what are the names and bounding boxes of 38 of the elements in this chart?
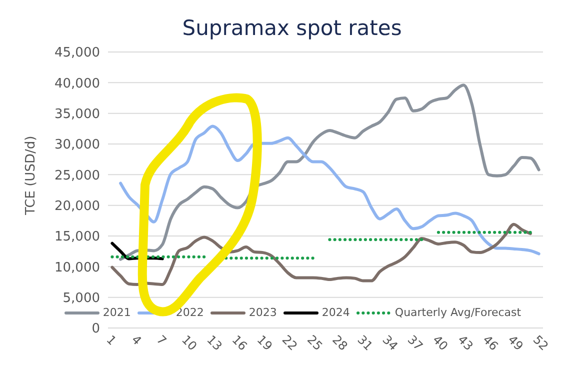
chart-title: Supramax spot rates (181, 16, 403, 40)
x-tick-label: 19 (254, 332, 276, 354)
x-tick-label: 34 (380, 332, 401, 354)
x-tick-label: 4 (128, 332, 144, 348)
y-tick-label: 25,000 (54, 168, 100, 184)
legend-label: 2023 (248, 306, 277, 319)
y-tick-label: 35,000 (54, 106, 100, 122)
x-tick-label: 52 (530, 332, 552, 354)
line-series (119, 124, 540, 256)
x-tick-label: 49 (505, 332, 526, 354)
x-tick-label: 46 (480, 332, 501, 354)
x-tick-label: 7 (154, 332, 170, 348)
y-tick-label: 30,000 (54, 138, 100, 153)
legend-label: 2022 (174, 306, 204, 319)
x-tick-label: 10 (179, 332, 200, 354)
legend-label: 2024 (320, 306, 350, 319)
x-tick-label: 28 (330, 332, 350, 354)
y-tick-label: 40,000 (54, 76, 100, 92)
y-tick-label: 10,000 (54, 260, 100, 276)
x-tick-label: 13 (204, 332, 225, 354)
x-tick-label: 25 (304, 332, 326, 354)
x-tick-label: 1 (104, 332, 120, 348)
x-tick-label: 16 (229, 332, 250, 354)
line-series (119, 84, 540, 261)
x-tick-label: 31 (354, 332, 376, 354)
y-tick-label: 20,000 (54, 198, 100, 214)
legend-label: Quarterly Avg/Forecast (394, 306, 522, 319)
legend-label: 2021 (102, 306, 131, 319)
x-tick-label: 40 (430, 332, 451, 354)
line-series (110, 222, 532, 286)
x-tick-label: 43 (455, 332, 476, 354)
y-tick-label: 45,000 (54, 46, 100, 61)
y-tick-label: 15,000 (54, 230, 100, 245)
x-tick-label: 37 (404, 332, 426, 354)
y-axis-title: TCE (USD/d) (24, 136, 39, 216)
y-tick-label: 5,000 (62, 290, 100, 306)
y-tick-label: 0 (92, 322, 100, 337)
x-tick-label: 22 (279, 332, 300, 354)
